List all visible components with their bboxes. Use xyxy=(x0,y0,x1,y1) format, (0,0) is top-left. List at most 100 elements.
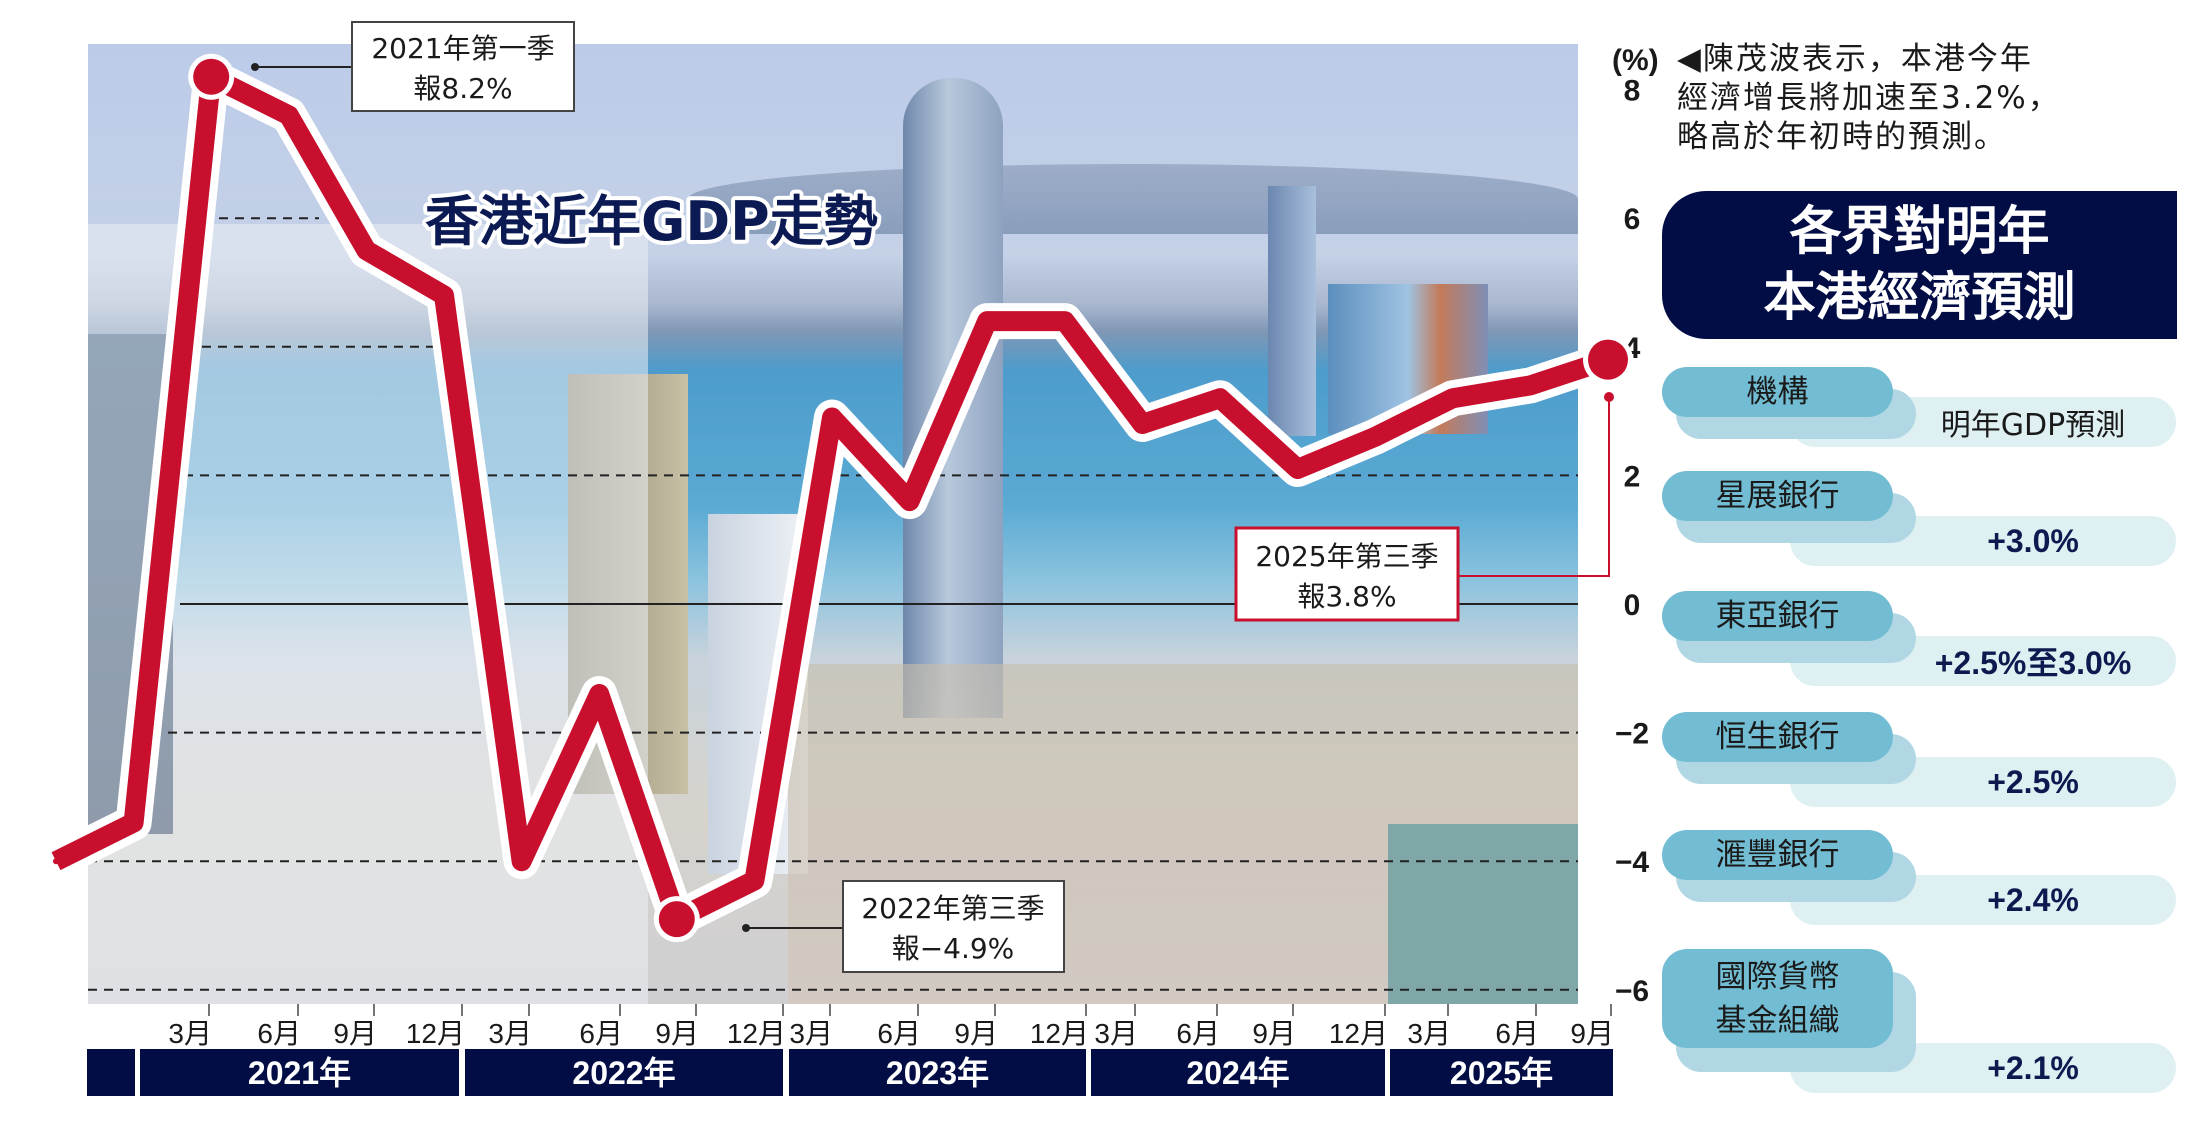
year-label: 2022年 xyxy=(572,1055,675,1091)
forecast-panel-title: 各界對明年 本港經濟預測 xyxy=(1662,191,2177,339)
forecast-institution: 星展銀行 xyxy=(1715,478,1840,514)
y-tick-label: 2 xyxy=(1624,460,1641,493)
data-point xyxy=(596,691,603,698)
year-bar xyxy=(1091,1049,1385,1096)
gdp-series xyxy=(38,53,1633,943)
callout-line1: 2021年第一季 xyxy=(371,32,554,65)
year-label: 2024年 xyxy=(1186,1055,1289,1091)
data-point xyxy=(1217,395,1223,402)
leader-dot-2025q3 xyxy=(1604,392,1614,402)
callout-line1: 2025年第三季 xyxy=(1255,540,1438,573)
data-point xyxy=(1449,395,1456,402)
callout-2025q3: 2025年第三季 報3.8% xyxy=(1234,526,1460,622)
year-label: 2021年 xyxy=(248,1055,351,1091)
month-label: 6月 xyxy=(1176,1018,1220,1049)
data-point xyxy=(1527,382,1534,389)
y-tick-label: −4 xyxy=(1615,846,1650,879)
month-label: 12月 xyxy=(1329,1018,1388,1049)
data-point xyxy=(1139,420,1146,427)
month-label: 3月 xyxy=(789,1018,833,1049)
data-point xyxy=(1372,433,1379,440)
note-line: 經濟增長將加速至3.2%， xyxy=(1677,80,2061,116)
year-bar xyxy=(140,1049,459,1096)
aia-building xyxy=(1388,824,1578,1004)
forecast-institution: 基金組織 xyxy=(1715,1002,1840,1039)
forecast-institution: 東亞銀行 xyxy=(1715,598,1840,634)
forecast-institution-pill: 東亞銀行 xyxy=(1662,591,1893,641)
header-institution-label: 機構 xyxy=(1746,374,1809,410)
y-tick-label: 0 xyxy=(1624,589,1641,622)
year-bar xyxy=(1390,1049,1613,1096)
y-tick-label: 8 xyxy=(1624,75,1641,108)
year-bar-blank xyxy=(87,1049,135,1096)
month-label: 12月 xyxy=(727,1018,786,1049)
forecast-value: +2.4% xyxy=(1987,881,2079,918)
data-point xyxy=(1294,465,1301,472)
y-tick-label: −6 xyxy=(1615,975,1649,1008)
data-point xyxy=(363,247,370,254)
forecast-value: +2.1% xyxy=(1987,1049,2079,1086)
chart-title: 香港近年GDP走勢 xyxy=(425,190,878,253)
callout-leaders xyxy=(251,63,1614,932)
highlight-point xyxy=(193,58,230,95)
finance-secretary-note: ◀陳茂波表示，本港今年 經濟增長將加速至3.2%， 略高於年初時的預測。 xyxy=(1677,40,2061,157)
year-label: 2025年 xyxy=(1450,1055,1553,1091)
data-point xyxy=(285,112,292,119)
callout-box xyxy=(842,880,1065,973)
header-value-label: 明年GDP預測 xyxy=(1940,408,2126,443)
y-tick-label: 6 xyxy=(1624,203,1641,236)
month-label: 9月 xyxy=(333,1018,377,1049)
data-point xyxy=(130,819,137,826)
callout-line2: 報3.8% xyxy=(1297,580,1396,613)
forecast-title-line: 各界對明年 xyxy=(1789,202,2050,262)
data-point xyxy=(829,414,835,421)
header-institution-pill: 機構 xyxy=(1662,367,1893,417)
callout-line1: 2022年第三季 xyxy=(861,892,1044,925)
month-label: 6月 xyxy=(1495,1018,1539,1049)
month-label: 9月 xyxy=(1570,1018,1614,1049)
y-tick-label: −2 xyxy=(1615,718,1649,751)
month-label: 6月 xyxy=(257,1018,301,1049)
month-label: 9月 xyxy=(655,1018,699,1049)
forecast-institution-pill: 滙豐銀行 xyxy=(1662,830,1893,880)
data-point xyxy=(751,877,758,884)
month-label: 9月 xyxy=(954,1018,998,1049)
callout-2022q3: 2022年第三季 報−4.9% xyxy=(842,880,1065,973)
y-axis-unit-label: (%) xyxy=(1612,44,1659,77)
forecast-institution-pill: 恒生銀行 xyxy=(1662,712,1893,762)
callout-box xyxy=(351,21,575,112)
mountain-ridge xyxy=(688,164,1578,234)
month-label: 3月 xyxy=(488,1018,532,1049)
callout-line2: 報−4.9% xyxy=(892,932,1015,965)
month-label: 12月 xyxy=(406,1018,465,1049)
year-bar xyxy=(465,1049,783,1096)
x-axis: 3月 6月 9月 12月 3月 6月 9月 12月 3月 6月 9月 12月 3月 6月 9月 12月 3月 6月… xyxy=(87,1004,1614,1096)
callout-line2: 報8.2% xyxy=(413,72,512,105)
forecast-institution: 恒生銀行 xyxy=(1715,719,1840,755)
forecast-institution: 滙豐銀行 xyxy=(1715,837,1840,873)
month-label: 3月 xyxy=(168,1018,212,1049)
forecast-institution-pill: 星展銀行 xyxy=(1662,471,1893,521)
forecast-value: +2.5% xyxy=(1987,763,2079,800)
year-label: 2023年 xyxy=(886,1055,989,1091)
callout-box xyxy=(1234,526,1460,622)
leader-line-2025q3 xyxy=(1458,397,1610,577)
data-point xyxy=(518,858,525,865)
month-label: 6月 xyxy=(579,1018,623,1049)
data-point xyxy=(906,498,913,505)
year-bar xyxy=(789,1049,1086,1096)
note-line: ◀陳茂波表示，本港今年 xyxy=(1677,41,2033,77)
forecast-institution-pill: 國際貨幣 基金組織 xyxy=(1662,949,1893,1048)
data-point xyxy=(984,318,991,325)
forecast-title-line: 本港經濟預測 xyxy=(1763,268,2076,328)
callout-2021q1: 2021年第一季 報8.2% xyxy=(351,21,575,112)
month-label: 6月 xyxy=(877,1018,921,1049)
month-label: 9月 xyxy=(1252,1018,1296,1049)
month-label: 3月 xyxy=(1407,1018,1451,1049)
note-line: 略高於年初時的預測。 xyxy=(1677,119,2007,155)
leader-dot-2022q3 xyxy=(742,924,750,932)
data-point xyxy=(53,858,59,865)
month-label: 3月 xyxy=(1094,1018,1138,1049)
